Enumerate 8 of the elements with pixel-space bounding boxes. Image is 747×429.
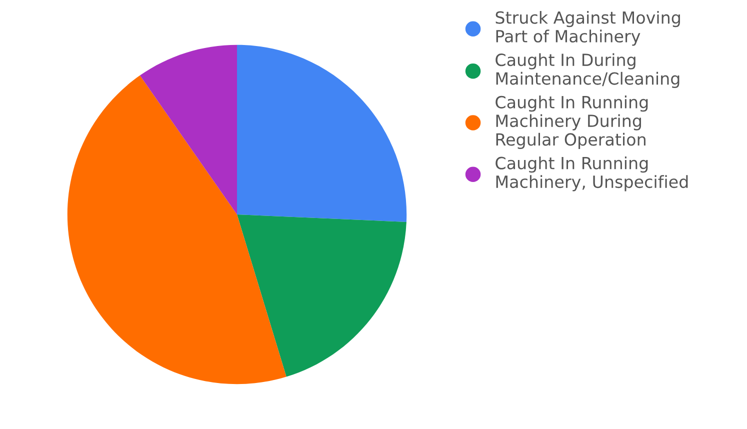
pie-slice xyxy=(67,75,286,384)
pie-slice xyxy=(237,214,406,377)
legend-label: Caught In During Maintenance/Cleaning xyxy=(496,53,680,88)
pie-slice xyxy=(237,44,407,222)
legend-label: Caught In Running Machinery, Unspecified xyxy=(496,156,688,192)
legend-label: Struck Against Moving Part of Machinery xyxy=(496,10,680,46)
pie-slice xyxy=(140,44,237,214)
legend-label: Caught In Running Machinery During Regular Operation xyxy=(496,96,648,149)
